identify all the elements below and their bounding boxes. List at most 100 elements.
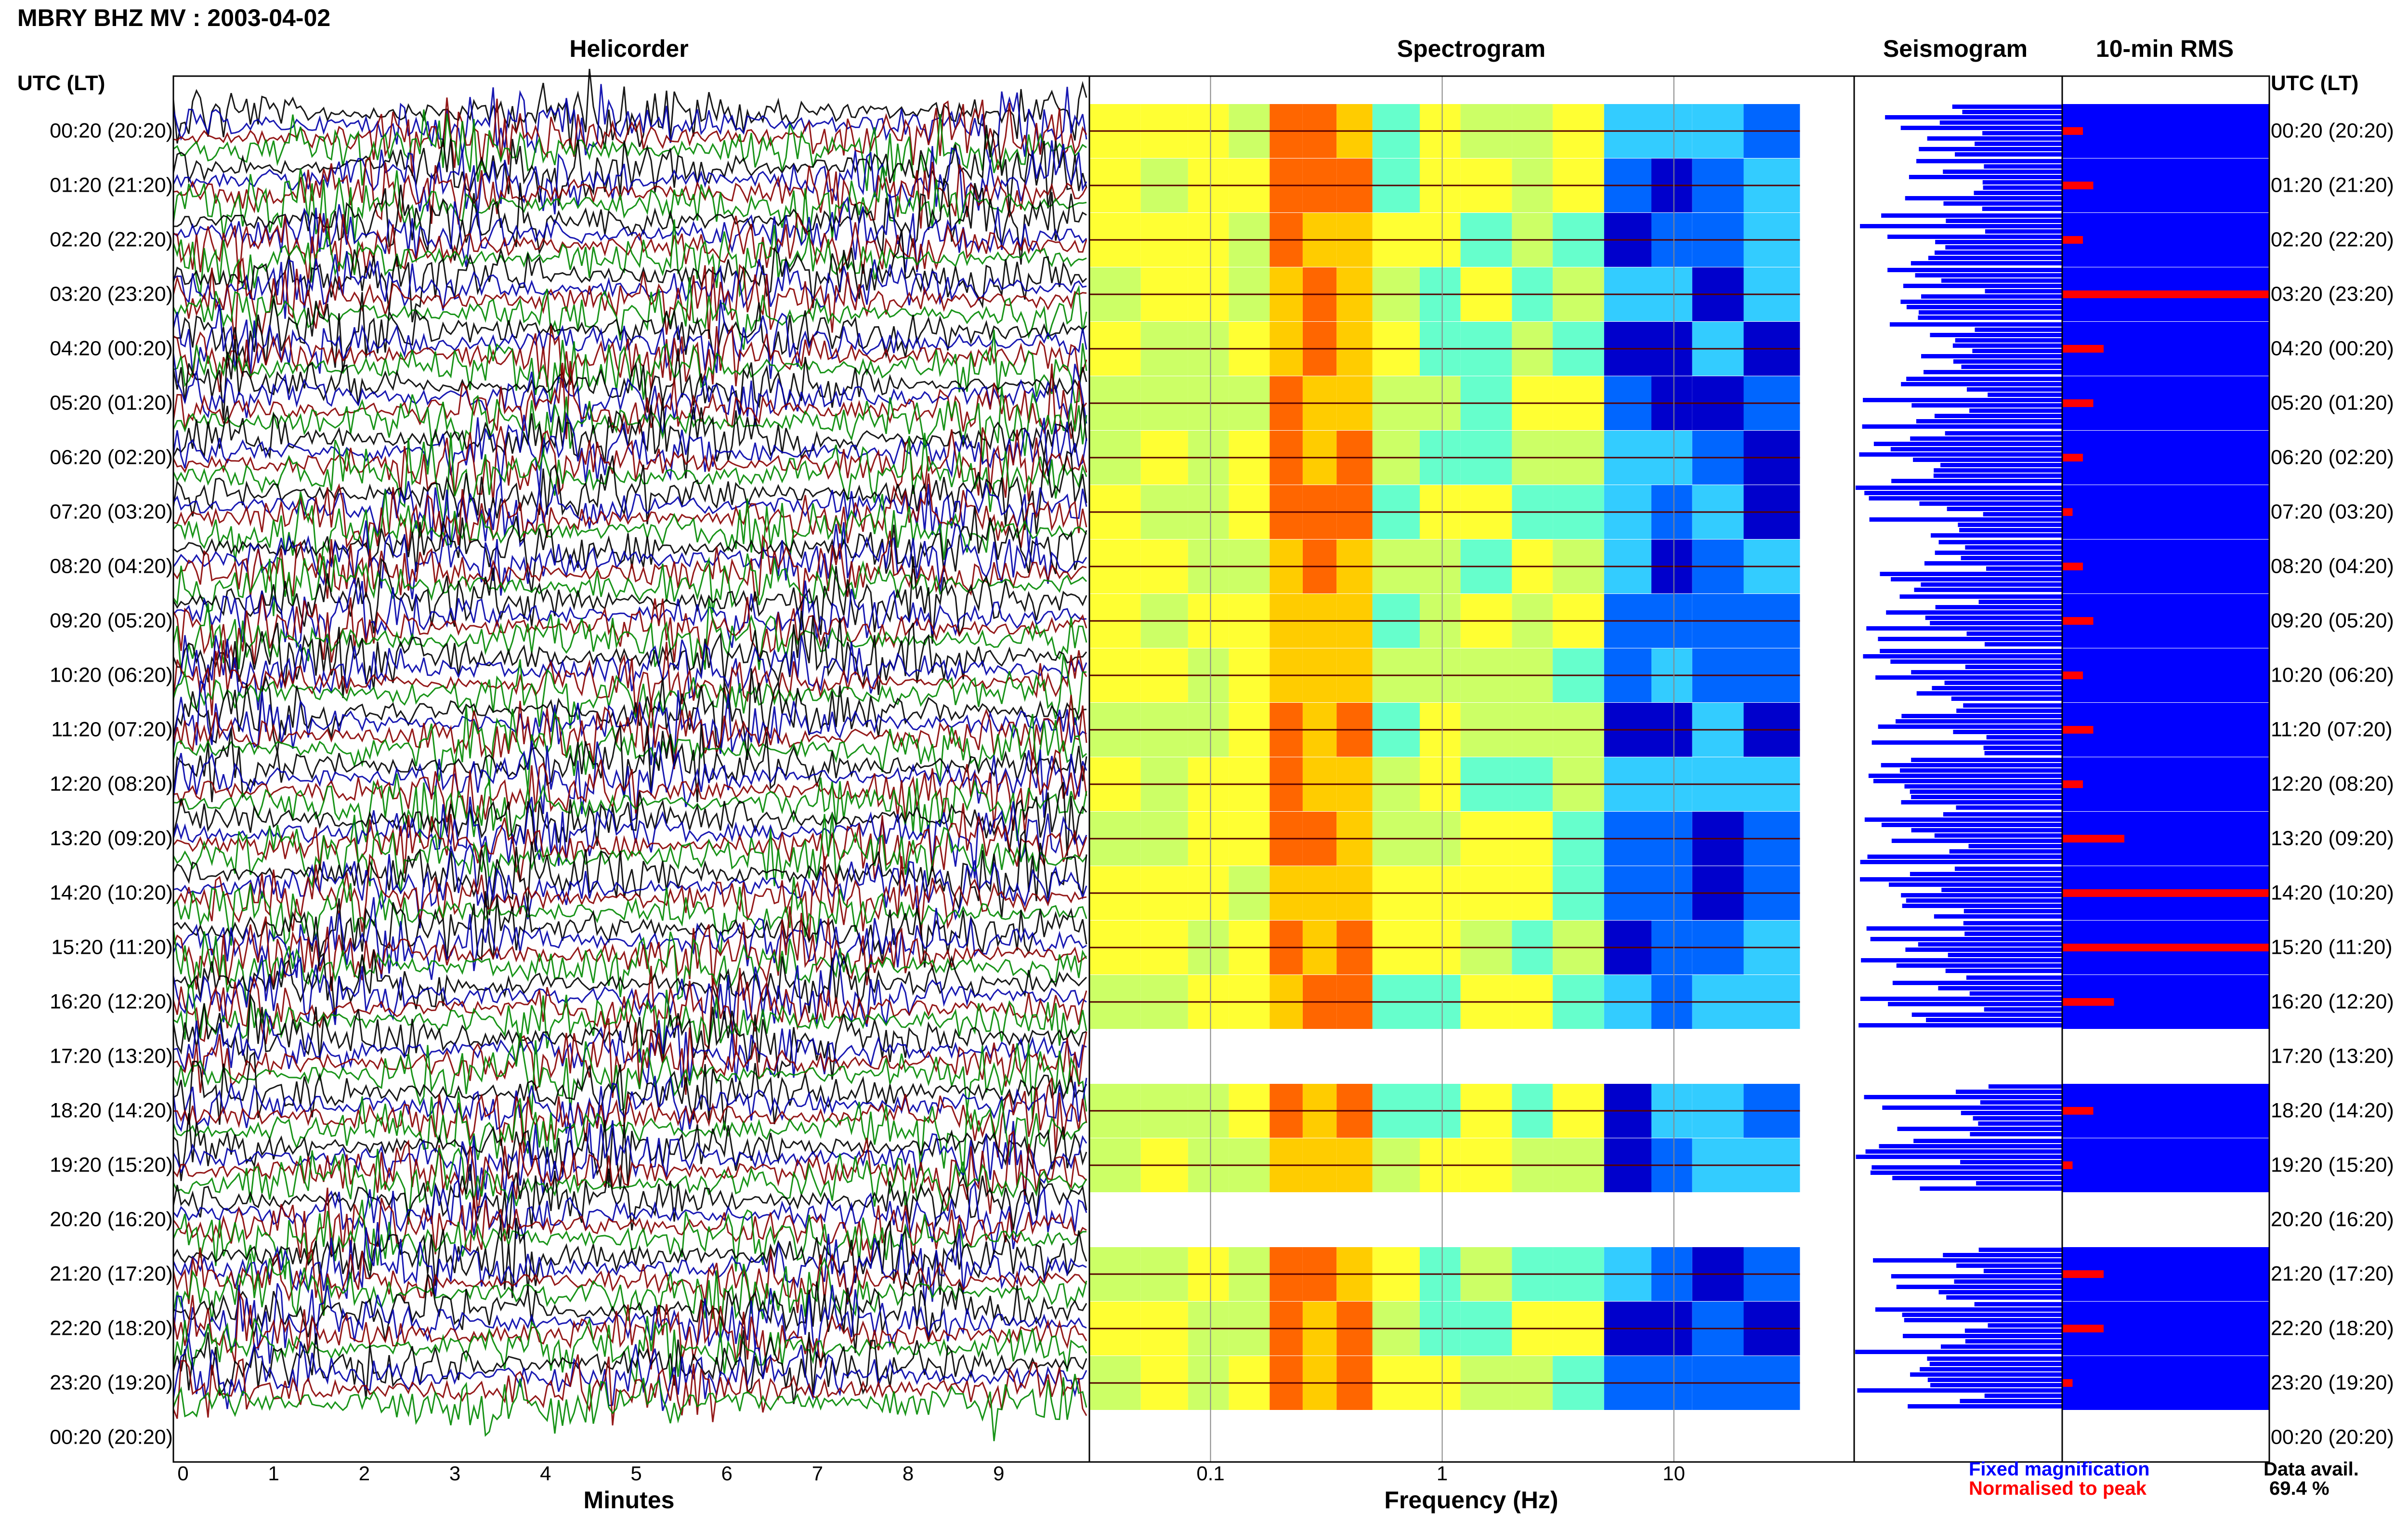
seismogram-bar xyxy=(1930,621,2062,625)
helicorder-trace xyxy=(172,877,1087,956)
helicorder-trace xyxy=(172,965,1087,1055)
rms-normalised-bar xyxy=(2062,780,2083,788)
seismogram-bar xyxy=(1956,805,2062,810)
helicorder-trace xyxy=(172,749,1087,834)
seismogram-bar xyxy=(1984,164,2062,169)
seismogram-bar xyxy=(1869,517,2062,522)
seismogram-bar xyxy=(1935,240,2062,244)
seismogram-bar xyxy=(1940,1344,2062,1349)
row-label: 12:20 (08:20) xyxy=(50,772,173,796)
row-label: 02:20 (22:20) xyxy=(50,228,173,251)
seismogram-bar xyxy=(1943,170,2062,174)
helicorder-trace xyxy=(172,598,1087,674)
seismogram-bar xyxy=(1867,855,2062,859)
helicorder-tick-label: 5 xyxy=(630,1462,642,1485)
rms-normalised-bar xyxy=(2062,617,2094,625)
spectrogram-title: Spectrogram xyxy=(1397,35,1546,62)
rms-normalised-bar xyxy=(2062,726,2094,734)
helicorder-trace xyxy=(172,156,1087,229)
seismogram-bar xyxy=(1860,860,2062,864)
seismogram-bar xyxy=(1969,408,2062,413)
seismogram-bar xyxy=(1859,877,2062,882)
rms-normalised-bar xyxy=(2062,399,2094,407)
rms-normalised-bar xyxy=(2062,454,2083,461)
seismogram-bar xyxy=(1938,986,2062,990)
row-label: 05:20 (01:20) xyxy=(50,391,173,415)
seismogram-bar xyxy=(1961,365,2062,369)
row-label: 17:20 (13:20) xyxy=(50,1044,173,1068)
seismogram-bar xyxy=(1905,196,2062,200)
seismogram-bar xyxy=(1945,431,2062,435)
seismogram-bar xyxy=(1965,1339,2062,1343)
rms-fixed-bar xyxy=(2062,540,2269,593)
seismogram-bar xyxy=(1934,833,2062,838)
helicorder-trace xyxy=(172,257,1087,346)
seismogram-bar xyxy=(1970,1132,2062,1136)
helicorder-trace xyxy=(172,654,1087,729)
helicorder-tick-label: 4 xyxy=(540,1462,551,1485)
seismogram-bar xyxy=(1927,1356,2062,1361)
seismogram-bar xyxy=(1978,1121,2062,1126)
rms-normalised-bar xyxy=(2062,1107,2094,1115)
seismogram-bar xyxy=(1892,1176,2062,1180)
data-availability-label: Data avail. xyxy=(2264,1459,2359,1480)
seismogram-bar xyxy=(1931,533,2062,538)
seismogram-bar xyxy=(1988,393,2062,397)
helicorder-trace xyxy=(172,1033,1087,1119)
seismogram-bar xyxy=(1935,250,2062,255)
panel-frame xyxy=(2061,75,2270,1463)
seismogram-bar xyxy=(1968,844,2062,848)
seismogram-bar xyxy=(1963,909,2062,913)
seismogram-bar xyxy=(1928,256,2062,260)
seismogram-bar xyxy=(1911,403,2062,408)
rms-fixed-bar xyxy=(2062,1356,2269,1410)
rms-fixed-bar xyxy=(2062,376,2269,430)
helicorder-trace xyxy=(172,705,1087,790)
seismogram-bar xyxy=(1983,746,2062,750)
seismogram-bar xyxy=(1879,1144,2062,1148)
data-availability-value: 69.4 % xyxy=(2269,1478,2329,1499)
seismogram-bar xyxy=(1959,528,2062,532)
rms-normalised-bar xyxy=(2062,671,2083,679)
row-label: 01:20 (21:20) xyxy=(2271,173,2394,197)
helicorder-trace xyxy=(172,300,1087,379)
seismogram-bar xyxy=(1873,779,2062,783)
helicorder-tick-label: 9 xyxy=(993,1462,1005,1485)
helicorder-trace xyxy=(172,1290,1087,1373)
frequency-axis-label: Frequency (Hz) xyxy=(1384,1487,1558,1514)
rms-normalised-bar xyxy=(2062,345,2104,353)
seismogram-bar xyxy=(1963,703,2062,708)
seismogram-bar xyxy=(1972,349,2062,353)
rms-title: 10-min RMS xyxy=(2095,35,2234,62)
seismogram-bar xyxy=(1975,142,2062,146)
helicorder-trace xyxy=(172,1147,1087,1225)
row-label: 15:20 (11:20) xyxy=(51,935,173,959)
rms-normalised-bar xyxy=(2062,1325,2104,1332)
rms-normalised-bar xyxy=(2062,1270,2104,1278)
helicorder-trace xyxy=(172,992,1087,1080)
seismogram-bar xyxy=(1926,1018,2062,1022)
seismogram-bar xyxy=(1871,740,2062,745)
row-label: 13:20 (09:20) xyxy=(50,827,173,850)
helicorder-trace xyxy=(172,897,1087,980)
seismogram-bar xyxy=(1947,507,2062,511)
row-label: 06:20 (02:20) xyxy=(50,446,173,469)
seismogram-bar xyxy=(1973,1116,2062,1120)
seismogram-bar xyxy=(1856,486,2062,490)
row-label: 20:20 (16:20) xyxy=(50,1208,173,1231)
rms-normalised-bar xyxy=(2062,290,2269,298)
seismogram-bar xyxy=(1969,991,2062,996)
seismogram-bar xyxy=(1925,616,2062,620)
seismogram-bar xyxy=(1863,398,2062,402)
seismogram-bar xyxy=(1860,224,2062,228)
rms-fixed-bar xyxy=(2062,1084,2269,1138)
helicorder-trace xyxy=(172,450,1087,534)
rms-normalised-bar xyxy=(2062,889,2269,897)
rms-fixed-bar xyxy=(2062,104,2269,158)
seismogram-bar xyxy=(1902,1313,2062,1317)
seismogram-bar xyxy=(1902,904,2062,908)
seismogram-bar xyxy=(1984,642,2062,646)
rms-fixed-bar xyxy=(2062,648,2269,702)
helicorder-trace xyxy=(172,1283,1087,1364)
seismogram-bar xyxy=(1908,1404,2062,1409)
